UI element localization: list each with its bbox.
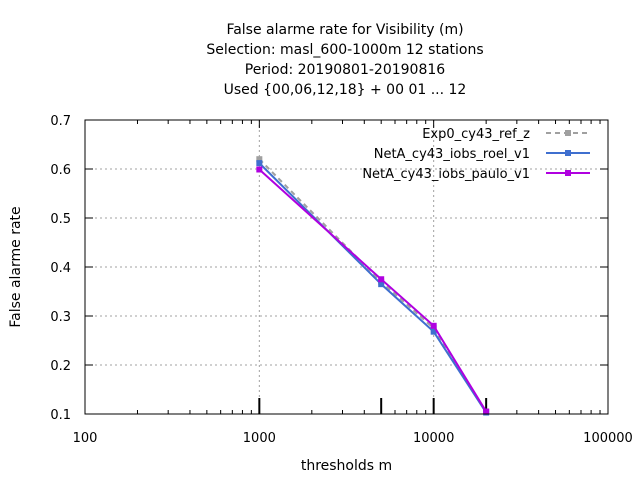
data-point [378, 276, 385, 283]
data-point [256, 156, 263, 163]
y-tick-label: 0.1 [50, 408, 71, 423]
x-tick-label: 100 [73, 431, 98, 446]
chart-title-line-1: False alarme rate for Visibility (m) [226, 22, 464, 38]
chart-title-line-3: Period: 20190801-20190816 [244, 62, 446, 78]
x-tick-label: 1000 [243, 431, 276, 446]
legend-label: NetA_cy43_iobs_roel_v1 [374, 147, 530, 162]
x-tick-label: 10000 [413, 431, 454, 446]
data-point [483, 408, 490, 415]
y-tick-label: 0.6 [50, 163, 71, 178]
legend-label: NetA_cy43_iobs_paulo_v1 [362, 167, 530, 182]
tick-layer: 100 1000 10000 100000 0.1 0.2 0.3 0.4 0.5 0.6 0.7 [50, 114, 633, 446]
x-tick-label: 100000 [583, 431, 633, 446]
legend-label: Exp0_cy43_ref_z [422, 127, 530, 142]
data-point [378, 281, 385, 288]
series-layer [256, 156, 490, 416]
legend-swatch-marker [565, 130, 571, 136]
y-tick-label: 0.4 [50, 261, 71, 276]
data-point [256, 160, 263, 167]
data-point [430, 328, 437, 335]
chart-title-line-4: Used {00,06,12,18} + 00 01 ... 12 [223, 82, 467, 98]
chart-title-line-2: Selection: masl_600-1000m 12 stations [206, 42, 484, 58]
y-tick-label: 0.2 [50, 359, 71, 374]
legend-swatch-marker [565, 150, 571, 156]
data-point [256, 166, 263, 173]
x-axis-label: thresholds m [301, 458, 392, 474]
y-tick-label: 0.5 [50, 212, 71, 227]
grid-layer [85, 120, 608, 414]
y-axis-label: False alarme rate [8, 206, 24, 327]
plot-frame [84, 119, 609, 415]
legend-swatch-marker [565, 170, 571, 176]
legend: Exp0_cy43_ref_z NetA_cy43_iobs_roel_v1 Net… [362, 127, 590, 182]
y-tick-label: 0.7 [50, 114, 71, 129]
y-tick-label: 0.3 [50, 310, 71, 325]
data-point [430, 322, 437, 329]
threshold-marker-layer [258, 398, 488, 414]
series-3 [256, 166, 490, 415]
series-line [258, 168, 487, 413]
